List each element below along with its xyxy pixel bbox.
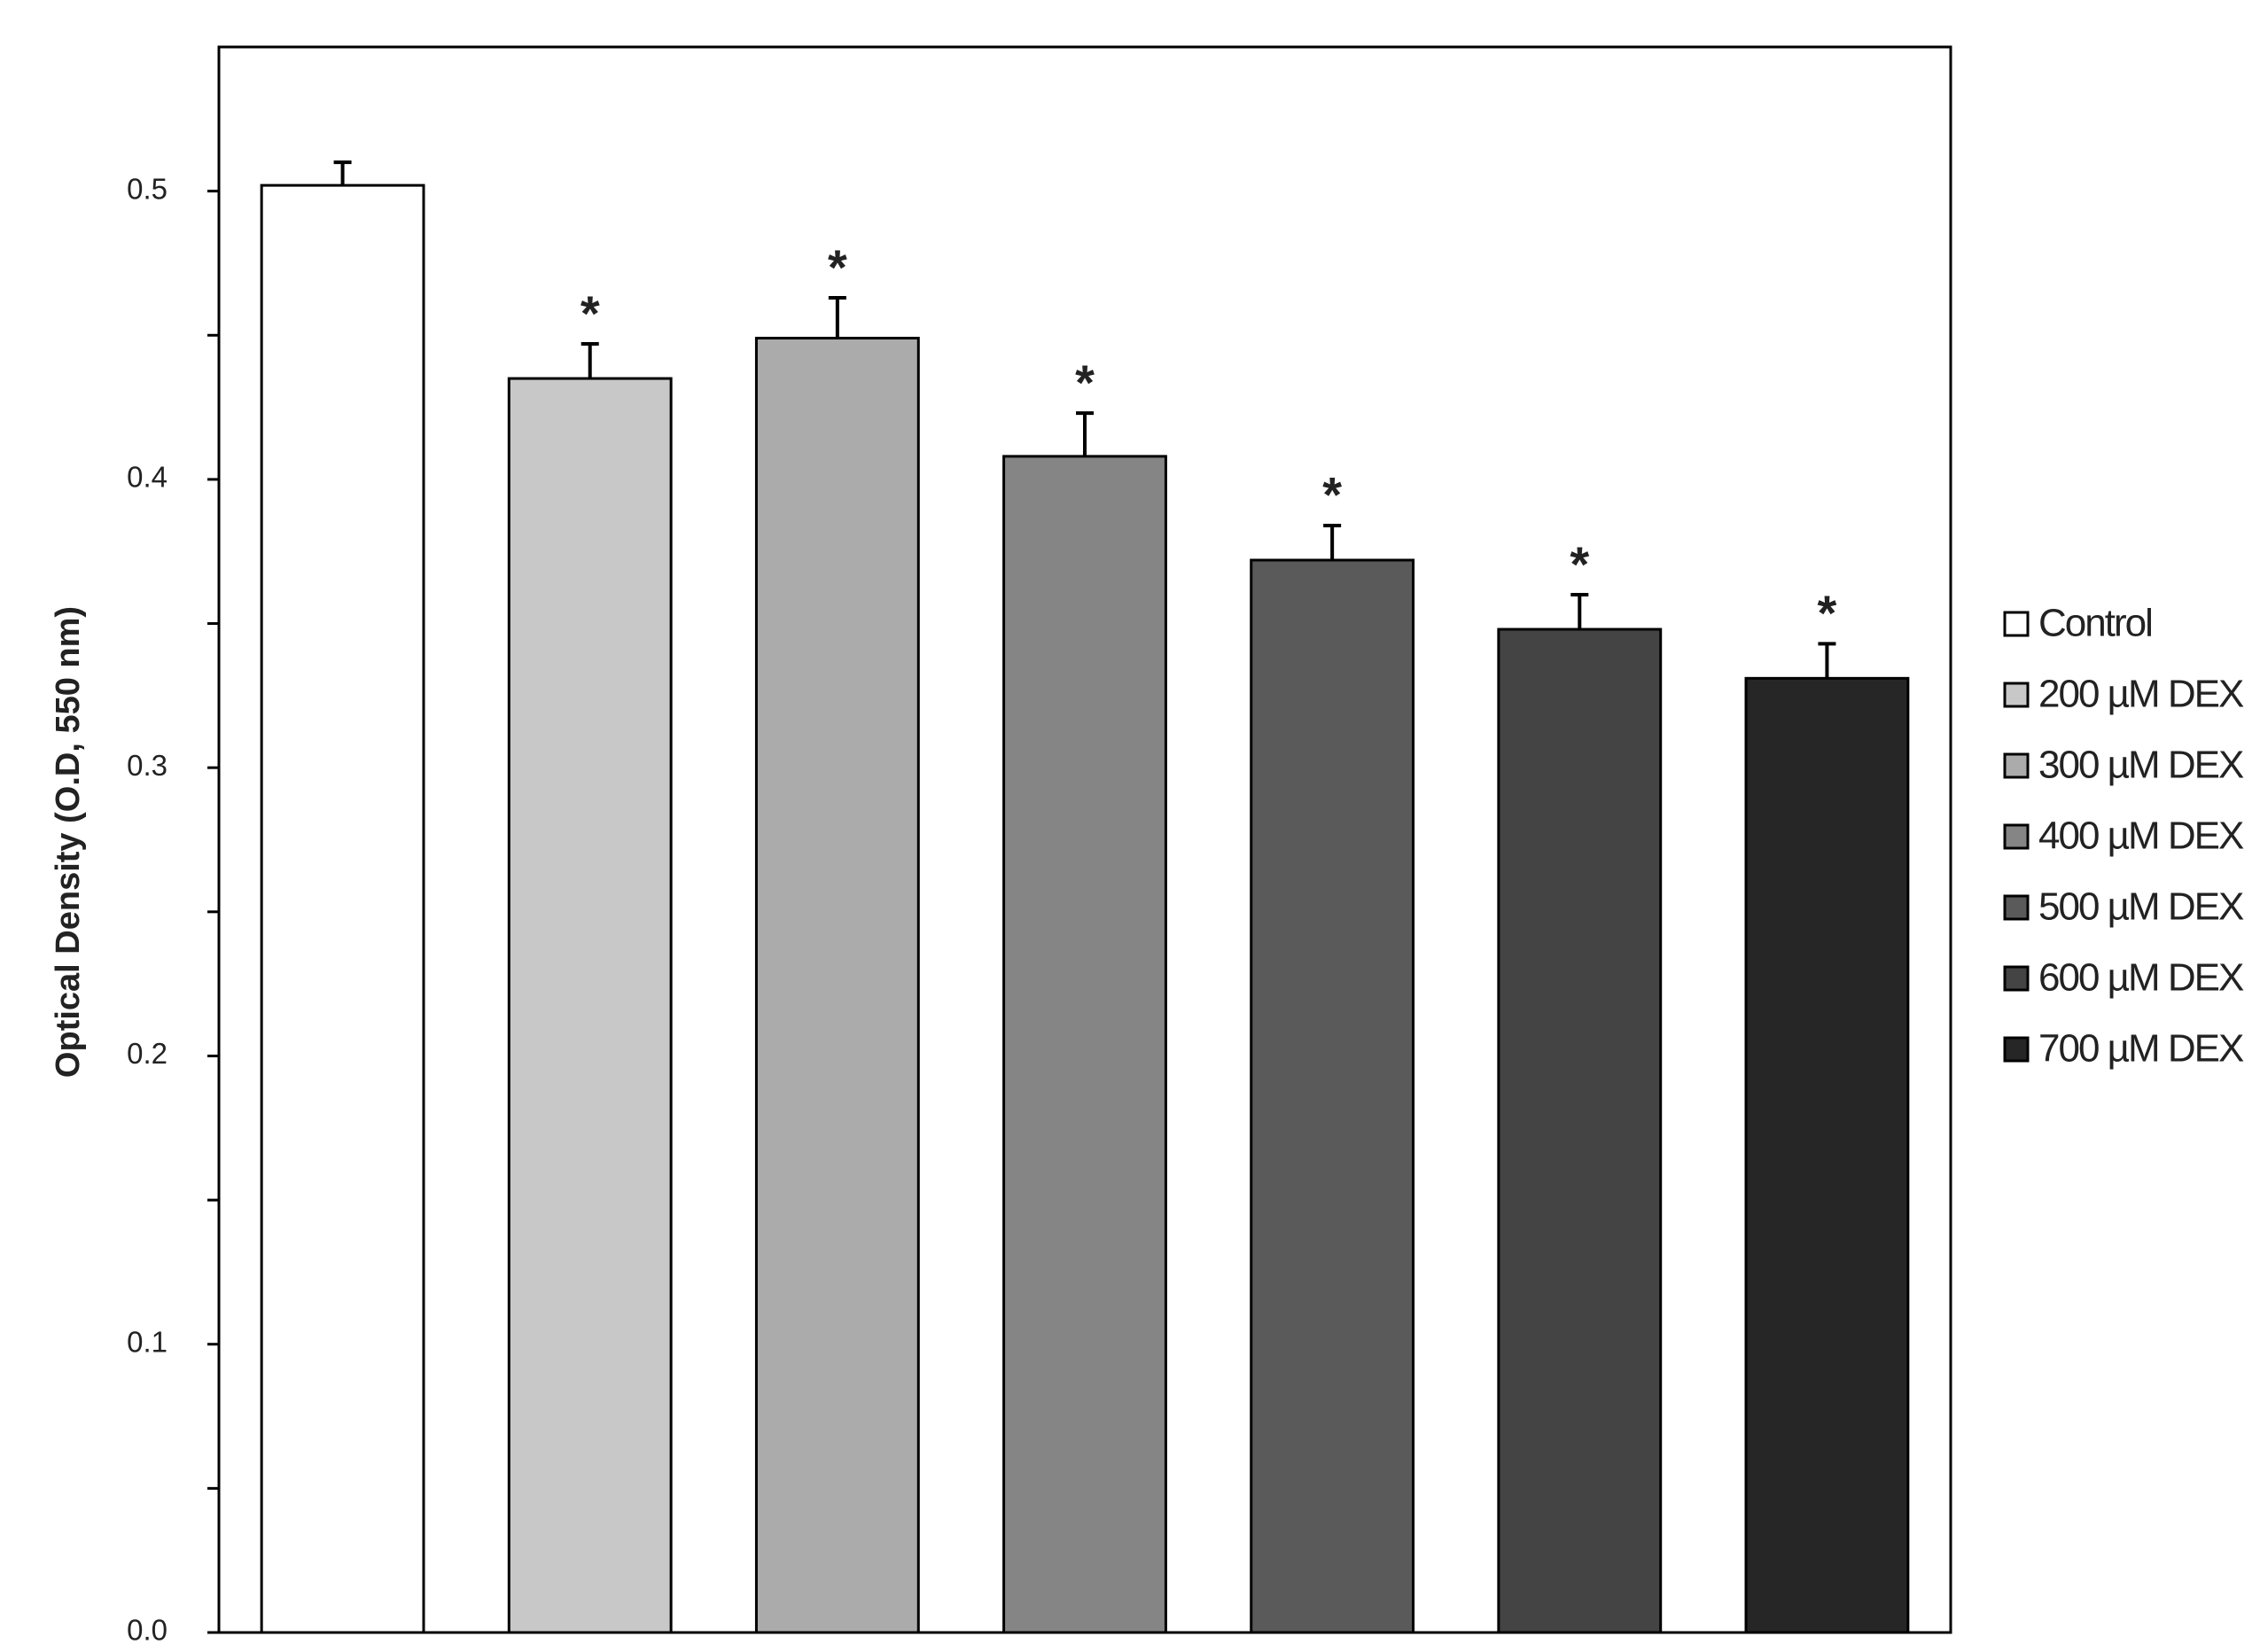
error-bar bbox=[1570, 593, 1589, 630]
y-tick-label: 0.2 bbox=[127, 1037, 168, 1070]
bar bbox=[1250, 558, 1415, 1634]
legend-swatch bbox=[2003, 965, 2030, 992]
legend-label: 700 µM DEX bbox=[2038, 1027, 2244, 1071]
error-bar bbox=[333, 160, 352, 186]
legend-label: Control bbox=[2038, 602, 2152, 645]
legend-label: 200 µM DEX bbox=[2038, 673, 2244, 716]
legend-swatch bbox=[2003, 894, 2030, 921]
legend-label: 500 µM DEX bbox=[2038, 885, 2244, 929]
y-tick-label: 0.1 bbox=[127, 1325, 168, 1358]
significance-mark: * bbox=[1075, 355, 1095, 410]
y-tick-label: 0.5 bbox=[127, 172, 168, 205]
error-bar bbox=[581, 342, 599, 379]
legend-swatch bbox=[2003, 752, 2030, 779]
legend-label: 600 µM DEX bbox=[2038, 956, 2244, 1000]
bar bbox=[507, 377, 673, 1634]
significance-mark: * bbox=[1322, 467, 1342, 523]
error-bar bbox=[1323, 523, 1342, 560]
significance-mark: * bbox=[1570, 536, 1589, 592]
legend-swatch bbox=[2003, 1036, 2030, 1063]
bar bbox=[1002, 455, 1167, 1634]
legend-label: 300 µM DEX bbox=[2038, 744, 2244, 787]
y-tick-label: 0.0 bbox=[127, 1614, 168, 1647]
bar bbox=[1744, 676, 1910, 1634]
legend-swatch bbox=[2003, 611, 2030, 637]
significance-mark: * bbox=[1818, 585, 1837, 641]
y-tick-label: 0.4 bbox=[127, 461, 168, 494]
y-axis-label: Optical Density (O.D, 550 nm) bbox=[50, 606, 87, 1078]
significance-mark: * bbox=[828, 239, 847, 295]
error-bar bbox=[1076, 411, 1094, 456]
plot-frame bbox=[217, 45, 1952, 1634]
bar bbox=[260, 183, 425, 1634]
bar bbox=[1497, 627, 1663, 1634]
significance-mark: * bbox=[581, 285, 600, 341]
y-tick-label: 0.3 bbox=[127, 749, 168, 782]
legend-label: 400 µM DEX bbox=[2038, 814, 2244, 858]
legend-swatch bbox=[2003, 823, 2030, 850]
error-bar bbox=[1818, 642, 1836, 679]
legend-swatch bbox=[2003, 682, 2030, 708]
error-bar bbox=[828, 295, 846, 339]
bar bbox=[754, 337, 920, 1634]
